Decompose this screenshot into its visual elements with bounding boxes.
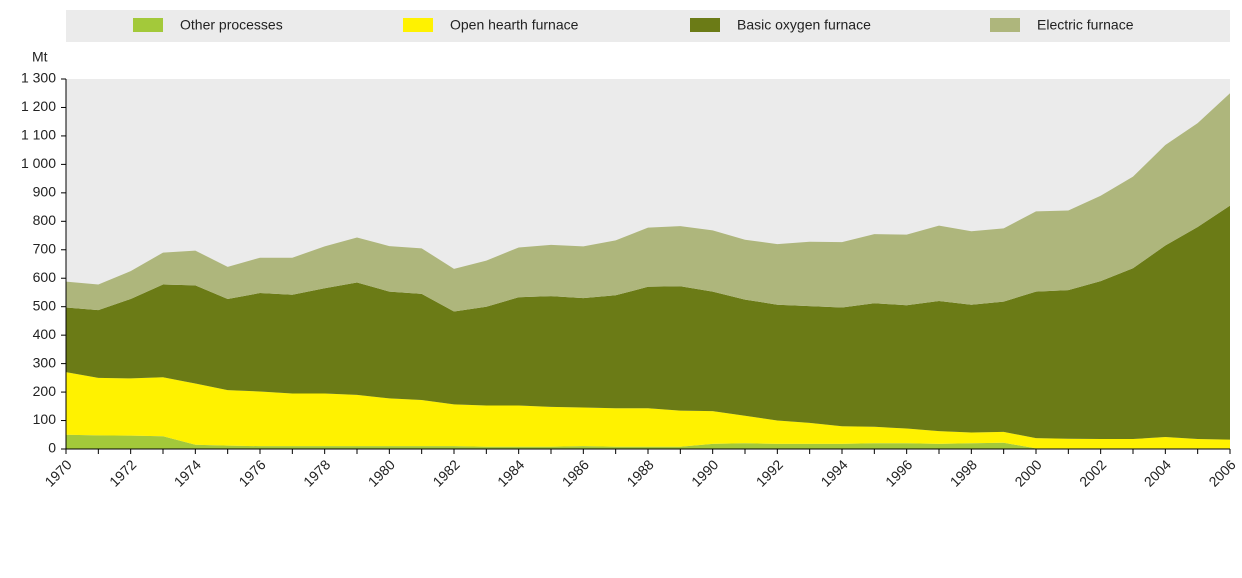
x-tick-label: 1970	[41, 456, 74, 489]
x-tick-label: 1978	[300, 456, 333, 489]
area	[66, 93, 1230, 312]
y-tick-label: 1 300	[21, 70, 56, 86]
y-tick-label: 400	[33, 326, 57, 342]
legend-swatch	[403, 18, 433, 32]
y-tick-label: 500	[33, 297, 57, 313]
y-unit: Mt	[32, 49, 48, 65]
x-tick-label: 1974	[171, 456, 204, 489]
x-tick-label: 2006	[1205, 456, 1238, 489]
x-tick-label: 1994	[817, 456, 850, 489]
y-tick-label: 100	[33, 411, 57, 427]
x-tick-label: 2000	[1011, 456, 1044, 489]
y-tick-label: 0	[48, 440, 56, 456]
area	[66, 372, 1230, 449]
legend-swatch	[690, 18, 720, 32]
x-tick-label: 1980	[365, 456, 398, 489]
x-tick-label: 1984	[494, 456, 527, 489]
x-tick-label: 2004	[1141, 456, 1174, 489]
y-tick-label: 300	[33, 354, 57, 370]
x-tick-label: 1982	[429, 456, 462, 489]
legend-label: Electric furnace	[1037, 17, 1134, 33]
legend-label: Other processes	[180, 17, 283, 33]
y-tick-label: 1 000	[21, 155, 56, 171]
y-tick-label: 1 100	[21, 127, 56, 143]
area	[66, 205, 1230, 440]
y-tick-label: 200	[33, 383, 57, 399]
y-tick-label: 700	[33, 240, 57, 256]
y-tick-label: 800	[33, 212, 57, 228]
x-tick-label: 1976	[235, 456, 268, 489]
legend-swatch	[990, 18, 1020, 32]
y-tick-label: 1 200	[21, 98, 56, 114]
legend-background	[66, 10, 1230, 42]
y-tick-label: 600	[33, 269, 57, 285]
area	[66, 434, 1230, 449]
x-tick-label: 1988	[623, 456, 656, 489]
legend-label: Basic oxygen furnace	[737, 17, 871, 33]
x-tick-label: 1990	[688, 456, 721, 489]
legend-label: Open hearth furnace	[450, 17, 579, 33]
x-tick-label: 2002	[1076, 456, 1109, 489]
legend-swatch	[133, 18, 163, 32]
x-tick-label: 1972	[106, 456, 139, 489]
x-tick-label: 1996	[882, 456, 915, 489]
y-tick-label: 900	[33, 184, 57, 200]
x-tick-label: 1986	[559, 456, 592, 489]
x-tick-label: 1992	[753, 456, 786, 489]
x-tick-label: 1998	[947, 456, 980, 489]
